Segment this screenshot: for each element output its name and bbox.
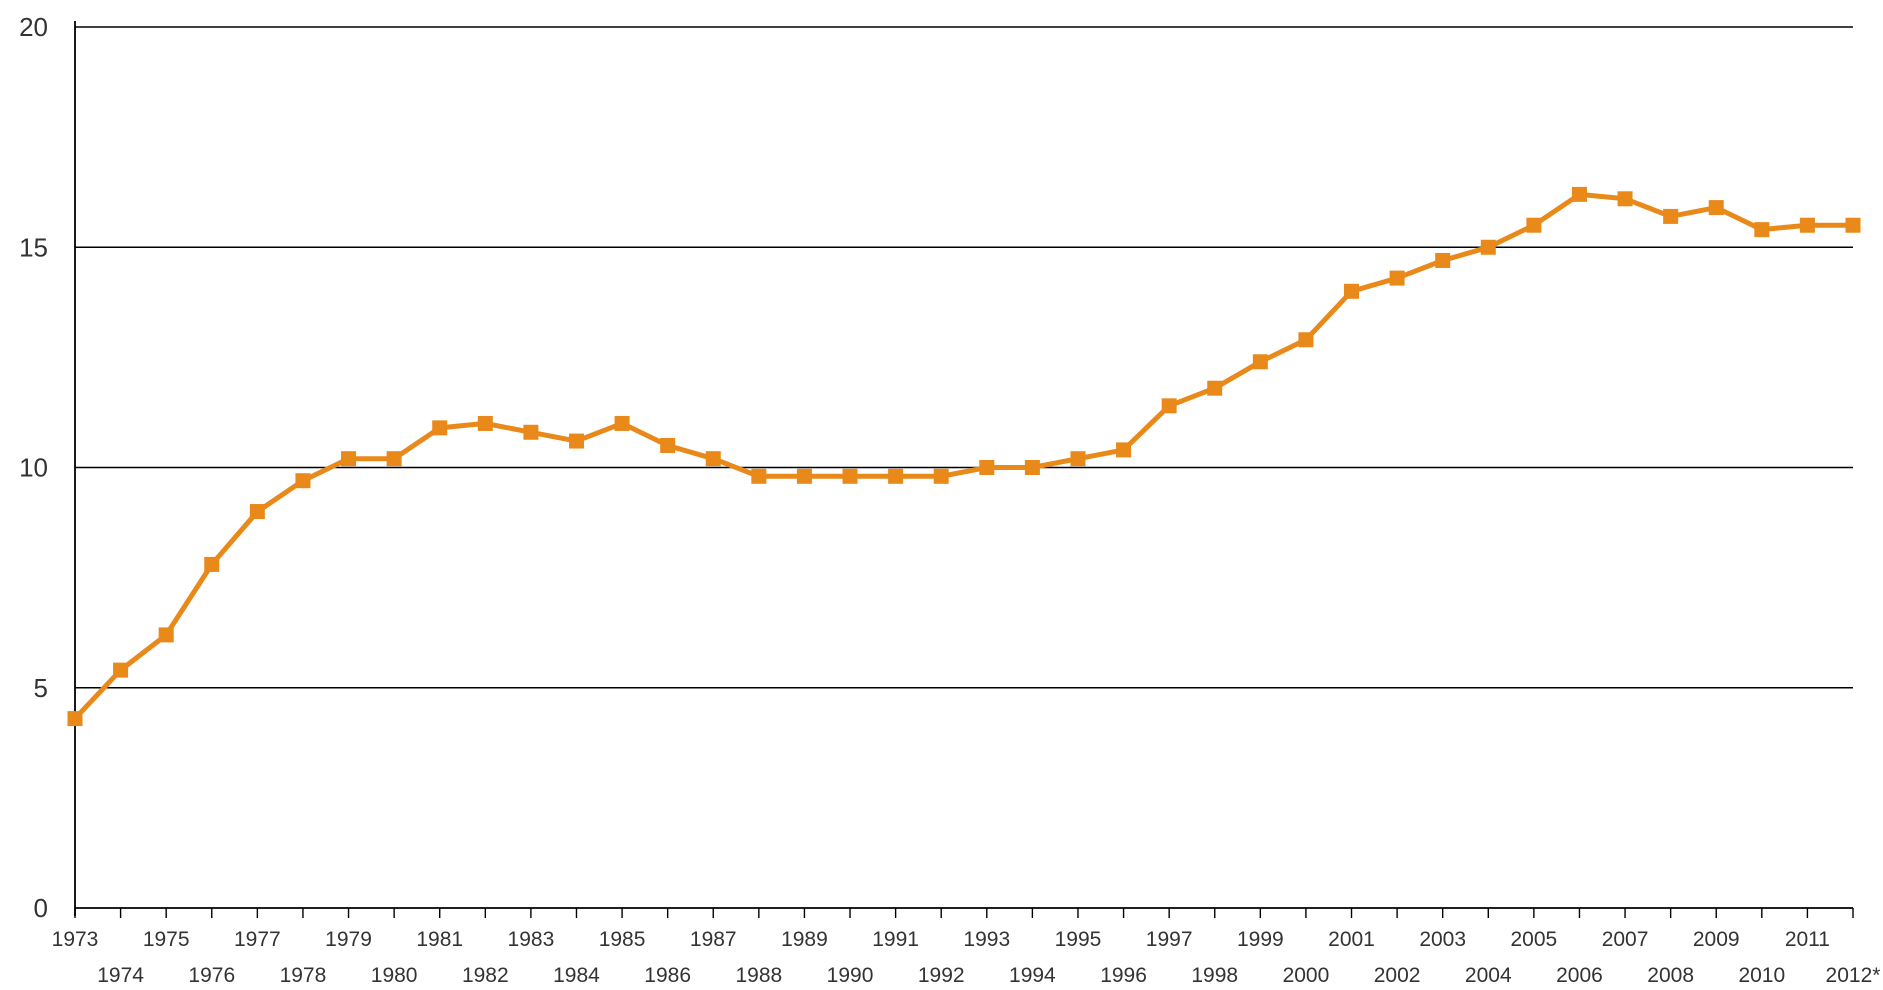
data-point [705, 451, 721, 467]
data-point [1252, 354, 1268, 370]
data-point [1799, 217, 1815, 233]
data-point [1845, 217, 1861, 233]
x-tick-label: 1980 [371, 964, 418, 987]
data-point [660, 437, 676, 453]
x-tick-label: 2004 [1465, 964, 1512, 987]
y-tick-label: 5 [34, 673, 48, 703]
data-point [67, 711, 83, 727]
y-tick-label: 20 [19, 12, 48, 42]
x-tick-label: 2010 [1738, 964, 1785, 987]
x-tick-label: 1978 [280, 964, 327, 987]
data-point [1207, 380, 1223, 396]
data-point [1571, 186, 1587, 202]
data-point [1526, 217, 1542, 233]
x-tick-label: 1983 [508, 928, 555, 951]
gridlines [75, 26, 1853, 689]
data-point [614, 415, 630, 431]
x-tick-label: 1999 [1237, 928, 1284, 951]
x-tick-label: 1982 [462, 964, 509, 987]
data-point [249, 504, 265, 520]
data-point [1617, 191, 1633, 207]
x-tick-label: 1975 [143, 928, 190, 951]
data-point [1344, 283, 1360, 299]
data-point [1435, 252, 1451, 268]
x-tick-label: 2000 [1283, 964, 1330, 987]
x-tick-label: 1997 [1146, 928, 1193, 951]
x-axis: 1973 1974 1975 1976 1977 1978 1979 1980 1981 1982… [52, 907, 1881, 987]
data-point [295, 473, 311, 489]
y-tick-label: 0 [34, 893, 48, 923]
data-point [1161, 398, 1177, 414]
x-tick-label: 1976 [188, 964, 235, 987]
x-tick-label: 2011 [1785, 928, 1830, 951]
data-point [1024, 460, 1040, 475]
series-line [73, 191, 1853, 721]
data-point [432, 420, 448, 436]
data-point [1116, 442, 1132, 458]
x-tick-label: 1985 [599, 928, 646, 951]
x-tick-label: 1977 [234, 928, 281, 951]
data-point [1708, 200, 1724, 216]
y-axis: 0 5 10 15 20 [19, 12, 76, 923]
data-point [1389, 270, 1405, 286]
series-group [67, 186, 1861, 727]
x-tick-label: 1988 [735, 964, 782, 987]
x-tick-label: 2006 [1556, 964, 1603, 987]
x-tick-label: 1973 [52, 928, 99, 951]
x-tick-label: 1989 [781, 928, 828, 951]
data-point [888, 468, 904, 484]
x-tick-label: 1995 [1055, 928, 1102, 951]
y-tick-label: 10 [19, 453, 48, 483]
x-tick-label: 1991 [872, 928, 919, 951]
data-point [523, 424, 539, 440]
data-point [933, 468, 949, 484]
x-tick-label: 2003 [1419, 928, 1466, 951]
x-tick-label: 1987 [690, 928, 737, 951]
data-point [979, 460, 995, 475]
data-point [158, 627, 174, 643]
x-tick-label: 1981 [416, 928, 463, 951]
y-tick-label: 15 [19, 232, 48, 262]
x-tick-label: 1992 [918, 964, 965, 987]
x-tick-label: 2007 [1602, 928, 1649, 951]
x-tick-label: 1994 [1009, 964, 1056, 987]
x-tick-label: 1998 [1191, 964, 1238, 987]
data-point [341, 451, 357, 467]
data-point [113, 662, 129, 678]
x-tick-label: 1996 [1100, 964, 1147, 987]
x-tick-label: 1974 [97, 964, 144, 987]
x-tick-label: 1993 [963, 928, 1010, 951]
data-point [1754, 222, 1770, 238]
data-point [204, 556, 220, 572]
data-point [477, 415, 493, 431]
data-point [1070, 451, 1086, 467]
x-tick-label: 1986 [644, 964, 691, 987]
x-tick-label: 1990 [827, 964, 874, 987]
x-tick-label: 2002 [1374, 964, 1421, 987]
x-tick-label: 2001 [1328, 928, 1375, 951]
data-point [751, 468, 767, 484]
x-tick-label: 1984 [553, 964, 600, 987]
data-point [568, 433, 584, 449]
data-point [796, 468, 812, 484]
x-tick-label: 2005 [1511, 928, 1558, 951]
data-point [1298, 332, 1314, 348]
data-point [1663, 208, 1679, 224]
x-tick-label: 2009 [1693, 928, 1740, 951]
x-tick-label: 2008 [1647, 964, 1694, 987]
data-point [842, 468, 858, 484]
x-tick-label: 2012* [1826, 964, 1881, 987]
x-tick-label: 1979 [325, 928, 372, 951]
data-point [386, 451, 402, 467]
data-point [1480, 239, 1496, 255]
